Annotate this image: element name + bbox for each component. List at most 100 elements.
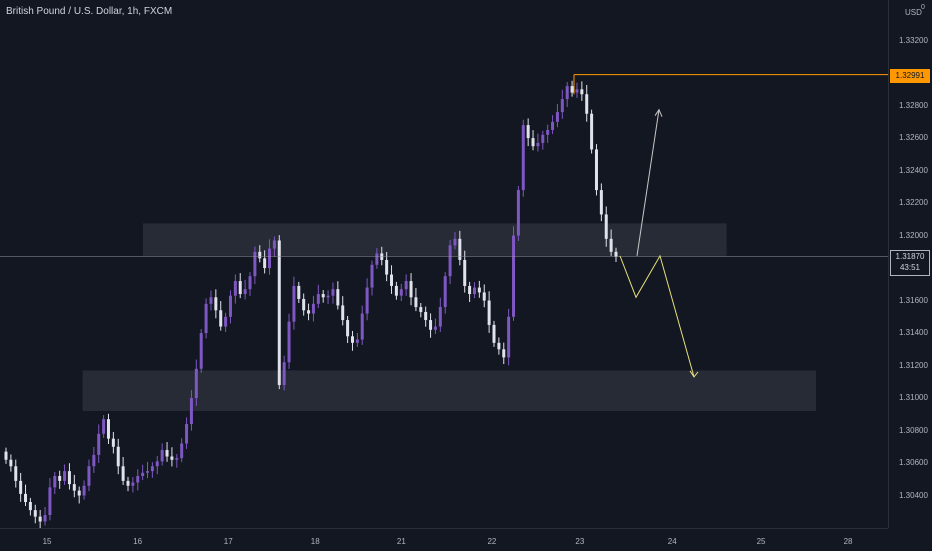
- price-tick-label: 1.30400: [899, 490, 928, 500]
- candle-body: [28, 502, 32, 511]
- candle-body: [185, 424, 189, 444]
- currency-label[interactable]: USD: [905, 8, 922, 17]
- candle-body: [390, 274, 394, 286]
- price-tick-label: 1.32000: [899, 230, 928, 240]
- bar-countdown: 43:51: [899, 263, 921, 272]
- candle-body: [487, 300, 491, 325]
- candle-body: [136, 476, 140, 483]
- candle-body: [429, 320, 433, 330]
- candle-body: [360, 313, 364, 340]
- candle-body: [375, 253, 379, 265]
- time-tick-label: 28: [843, 537, 853, 546]
- candle-body: [92, 454, 96, 467]
- candle-body: [204, 303, 208, 334]
- time-tick-label: 16: [133, 537, 143, 546]
- candle-body: [594, 149, 598, 191]
- candle-body: [14, 466, 18, 481]
- candle-body: [194, 368, 198, 399]
- candle-body: [458, 238, 462, 260]
- currency-superscript: 0: [921, 4, 925, 11]
- candle-body: [365, 287, 369, 314]
- candle-body: [443, 276, 447, 308]
- price-chart[interactable]: [0, 0, 888, 528]
- price-axis[interactable]: USD 0 1.33200 1.32800 1.32600 1.32400 1.3220…: [888, 0, 932, 528]
- bearish-arrowhead: [689, 370, 699, 378]
- candle-body: [82, 485, 86, 496]
- candle-body: [150, 466, 154, 472]
- candle-body: [233, 281, 237, 296]
- candle-body: [419, 307, 423, 312]
- candle-body: [394, 285, 398, 296]
- candle-body: [565, 86, 569, 100]
- candle-body: [341, 305, 345, 321]
- bullish-arrowhead: [654, 108, 663, 117]
- candle-body: [609, 238, 613, 252]
- time-tick-label: 21: [396, 537, 406, 546]
- candle-body: [58, 476, 62, 481]
- candle-body: [472, 287, 476, 295]
- candle-body: [477, 287, 481, 293]
- candle-body: [111, 438, 115, 447]
- candle-body: [546, 129, 550, 135]
- price-tick-label: 1.32400: [899, 165, 928, 175]
- time-tick-label: 15: [42, 537, 52, 546]
- candle-body: [614, 251, 618, 257]
- candle-body: [604, 214, 608, 239]
- chart-title: British Pound / U.S. Dollar, 1h, FXCM: [6, 6, 173, 17]
- candle-body: [9, 459, 13, 467]
- candle-body: [502, 349, 506, 358]
- candle-body: [258, 251, 262, 259]
- candle-body: [531, 138, 535, 147]
- candle-body: [370, 264, 374, 288]
- candle-body: [33, 510, 37, 517]
- candle-body: [463, 259, 467, 286]
- candle-body: [238, 281, 242, 295]
- candle-body: [4, 451, 8, 460]
- candle-body: [346, 320, 350, 337]
- candle-body: [590, 113, 594, 150]
- support-resistance-zone: [142, 223, 727, 256]
- candle-body: [72, 484, 76, 491]
- last-price-badge: 1.31870 43:51: [890, 250, 930, 276]
- candle-body: [409, 281, 413, 298]
- candle-body: [38, 516, 42, 522]
- last-price-value: 1.31870: [895, 252, 925, 261]
- time-tick-label: 23: [575, 537, 585, 546]
- candle-body: [106, 419, 110, 439]
- price-tick-label: 1.31000: [899, 393, 928, 403]
- candle-body: [321, 294, 325, 298]
- time-tick-label: 24: [667, 537, 677, 546]
- candle-body: [307, 310, 311, 314]
- candle-body: [97, 433, 101, 455]
- candle-body: [263, 258, 267, 269]
- candle-body: [297, 285, 301, 299]
- candle-body: [116, 446, 120, 467]
- time-axis[interactable]: 15 16 17 18 21 22 23 24 25 28: [0, 528, 888, 551]
- candle-body: [424, 311, 428, 321]
- candle-body: [302, 298, 306, 311]
- candle-body: [175, 458, 179, 460]
- candle-body: [253, 251, 257, 277]
- candle-body: [180, 443, 184, 459]
- candle-body: [326, 295, 330, 298]
- bearish-projection: [619, 254, 695, 378]
- candle-body: [453, 238, 457, 246]
- candle-body: [482, 292, 486, 301]
- candle-body: [282, 362, 286, 386]
- candle-body: [311, 303, 315, 314]
- candle-body: [526, 125, 530, 139]
- candle-body: [355, 339, 359, 343]
- candle-body: [438, 307, 442, 327]
- candle-body: [199, 333, 203, 369]
- candle-body: [492, 324, 496, 343]
- candle-body: [575, 89, 579, 93]
- candle-body: [67, 471, 71, 485]
- candle-body: [121, 466, 125, 481]
- price-tick-label: 1.30800: [899, 425, 928, 435]
- candle-body: [277, 240, 281, 386]
- candle-body: [209, 297, 213, 304]
- high-price-badge: 1.32991: [890, 69, 930, 83]
- bullish-projection: [636, 109, 660, 256]
- time-tick-label: 22: [487, 537, 497, 546]
